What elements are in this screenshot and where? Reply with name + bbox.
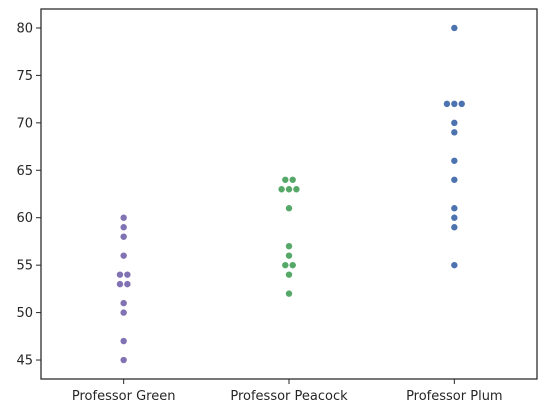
x-tick-label: Professor Peacock: [230, 389, 348, 404]
data-point: [451, 24, 458, 32]
data-point: [285, 252, 293, 259]
data-point: [120, 356, 127, 364]
data-points: [116, 24, 465, 364]
data-point: [120, 214, 127, 221]
data-point: [282, 261, 289, 269]
data-point: [289, 176, 296, 183]
data-point: [451, 119, 458, 127]
data-point: [285, 205, 293, 212]
data-point: [451, 261, 458, 269]
data-point: [124, 280, 131, 288]
data-point: [451, 205, 458, 212]
y-tick-label: 55: [16, 259, 33, 274]
data-point: [289, 261, 296, 269]
data-point: [451, 129, 458, 136]
plot-frame: [40, 8, 538, 380]
data-point: [451, 100, 458, 108]
data-point: [120, 252, 127, 259]
data-point: [285, 290, 293, 297]
x-axis: Professor Green Professor Peacock Professo…: [72, 379, 503, 404]
data-point: [451, 224, 458, 231]
data-point: [285, 242, 293, 250]
data-point: [285, 186, 293, 193]
data-point: [120, 337, 127, 345]
y-tick-label: 75: [16, 69, 33, 84]
y-tick-label: 60: [16, 211, 33, 226]
y-axis: 45 50 55 60 65 70 75 80: [16, 21, 41, 369]
y-tick-label: 70: [16, 116, 33, 131]
data-point: [293, 186, 300, 193]
y-tick-label: 45: [16, 354, 33, 369]
data-point: [120, 233, 127, 240]
data-point: [278, 186, 285, 193]
y-tick-label: 80: [16, 21, 33, 36]
data-point: [285, 271, 293, 278]
data-point: [120, 224, 127, 231]
data-point: [124, 271, 131, 278]
y-tick-label: 65: [16, 164, 33, 179]
data-point: [451, 214, 458, 221]
data-point: [116, 280, 124, 288]
data-point: [458, 100, 465, 108]
x-tick-label: Professor Plum: [406, 389, 503, 404]
data-point: [282, 176, 289, 183]
x-tick-label: Professor Green: [72, 389, 176, 404]
data-point: [451, 157, 458, 164]
data-point: [120, 299, 127, 307]
data-point: [116, 271, 124, 278]
data-point: [443, 100, 451, 108]
y-tick-label: 50: [16, 306, 33, 321]
data-point: [120, 309, 127, 316]
data-point: [451, 176, 458, 183]
